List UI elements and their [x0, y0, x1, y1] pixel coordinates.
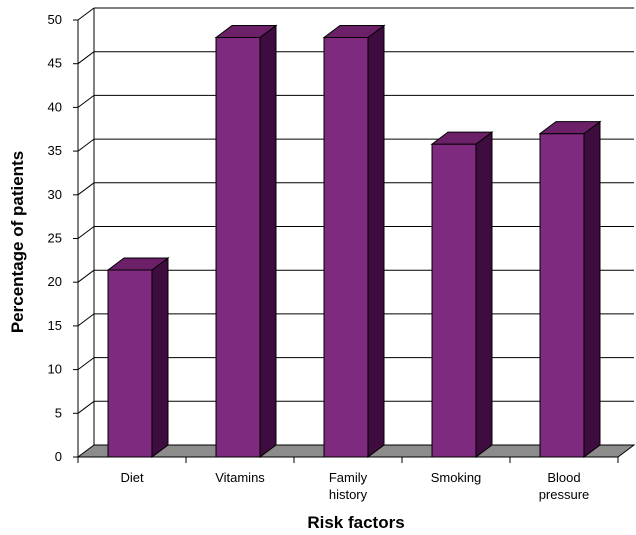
gridline-depth [77, 400, 95, 414]
y-tick-label: 5 [55, 405, 62, 420]
bar [214, 24, 278, 458]
y-tick-label: 50 [48, 12, 62, 27]
y-tick-label: 0 [55, 449, 62, 464]
bar-top [430, 131, 494, 145]
bar-side [259, 24, 277, 458]
gridline-depth [77, 95, 95, 108]
bar-top [322, 24, 386, 38]
x-axis [77, 456, 619, 463]
gridline-depth [77, 226, 95, 239]
y-tick-label: 10 [48, 362, 62, 377]
gridline-depth [77, 138, 95, 152]
bar-front [323, 36, 369, 458]
category-label: Vitamins [215, 470, 265, 485]
category-label: Blood pressure [539, 470, 590, 502]
bar-side [583, 120, 601, 458]
category-label: Diet [120, 470, 144, 485]
category-labels: Diet Vitamins Family history Smoking Blood pre… [120, 470, 589, 502]
gridline-depth [77, 269, 95, 283]
bar-top [214, 24, 278, 38]
y-tick-label: 35 [48, 143, 62, 158]
bar [538, 120, 602, 458]
bar [106, 256, 170, 458]
y-tick-label: 20 [48, 274, 62, 289]
bar-side [367, 24, 385, 458]
gridline-depth [77, 313, 95, 327]
bar [430, 131, 494, 458]
bar-top [106, 257, 170, 271]
y-tick-label: 30 [48, 187, 62, 202]
bars [106, 24, 602, 458]
bar-front [539, 133, 585, 458]
bar-front [215, 36, 261, 458]
gridline-depth [77, 357, 95, 371]
bar [322, 24, 386, 458]
category-label: Family history [329, 470, 368, 502]
y-tick-label: 15 [48, 318, 62, 333]
y-tick-label: 45 [48, 56, 62, 71]
bar-front [107, 269, 153, 458]
x-axis-title: Risk factors [307, 513, 404, 532]
y-tick-labels: 0 5 10 15 20 25 30 35 40 45 50 [48, 12, 62, 464]
bar-side [475, 131, 493, 458]
gridline-depth [77, 51, 95, 65]
y-tick-label: 40 [48, 99, 62, 114]
category-label: Smoking [431, 470, 482, 485]
bar-top [538, 121, 602, 135]
gridline-depth [77, 182, 95, 196]
y-axis [73, 19, 79, 458]
y-axis-title: Percentage of patients [8, 151, 27, 333]
bar-side [151, 256, 169, 458]
bar-front [431, 143, 477, 458]
y-tick-label: 25 [48, 231, 62, 246]
gridline-depth [77, 7, 95, 21]
